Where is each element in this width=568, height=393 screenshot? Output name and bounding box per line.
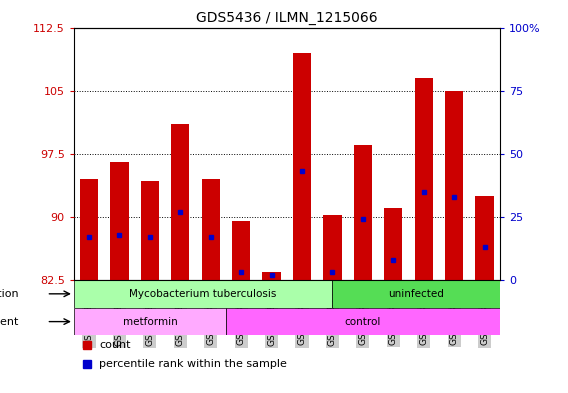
Bar [354,145,372,280]
Text: percentile rank within the sample: percentile rank within the sample [99,359,287,369]
Text: metformin: metformin [123,317,177,327]
Bar [475,196,494,280]
Text: uninfected: uninfected [388,289,444,299]
Bar [141,182,159,280]
Bar [293,53,311,280]
Bar [323,215,341,280]
Text: infection: infection [0,289,19,299]
Bar [80,179,98,280]
Bar [384,208,403,280]
Text: control: control [345,317,381,327]
Text: Mycobacterium tuberculosis: Mycobacterium tuberculosis [130,289,277,299]
Bar [110,162,128,280]
Bar [202,179,220,280]
Bar [445,91,463,280]
Title: GDS5436 / ILMN_1215066: GDS5436 / ILMN_1215066 [196,11,378,25]
Text: agent: agent [0,317,19,327]
Bar [415,78,433,280]
Bar [171,124,190,280]
Text: count: count [99,340,131,350]
Bar [226,308,500,336]
Bar [74,280,332,308]
Bar [332,280,500,308]
Bar [74,308,226,336]
Bar [262,272,281,280]
Bar [232,221,250,280]
